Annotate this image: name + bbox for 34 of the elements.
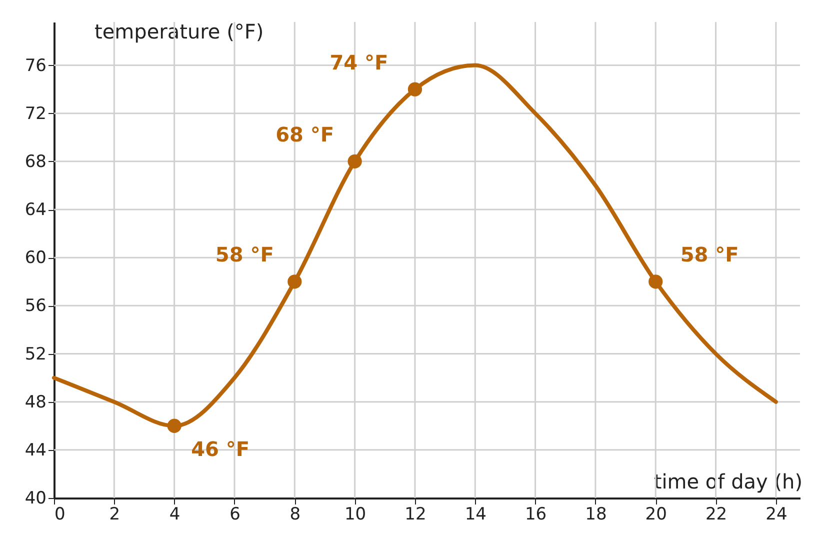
point xyxy=(288,274,302,289)
data-label: 46 °F xyxy=(191,436,250,461)
y-tick-label: 52 xyxy=(24,344,46,364)
y-tick-label: 44 xyxy=(24,440,46,460)
data-label: 58 °F xyxy=(680,242,739,267)
data-label: 74 °F xyxy=(330,50,388,74)
point xyxy=(648,274,663,289)
y-tick-label: 76 xyxy=(24,56,46,76)
x-tick-label: 6 xyxy=(230,504,240,524)
y-tick-label: 64 xyxy=(24,200,46,220)
x-tick-label: 4 xyxy=(169,504,180,524)
y-tick-label: 56 xyxy=(24,296,46,316)
x-tick-label: 20 xyxy=(645,504,667,524)
x-tick-label: 8 xyxy=(290,504,301,524)
x-tick-label: 22 xyxy=(705,504,728,524)
x-tick-label: 24 xyxy=(766,504,788,524)
x-tick-label: 12 xyxy=(404,504,426,524)
x-tick-label: 14 xyxy=(464,504,486,524)
data-label: 58 °F xyxy=(215,242,274,267)
x-tick-label: 2 xyxy=(109,504,120,524)
y-tick-label: 40 xyxy=(24,488,46,508)
y-axis-title: temperature (°F) xyxy=(94,20,264,44)
y-tick-label: 48 xyxy=(24,392,46,412)
x-tick-label: 10 xyxy=(344,504,366,524)
y-tick-label: 68 xyxy=(24,152,46,172)
point xyxy=(408,82,422,96)
point xyxy=(167,418,182,433)
point xyxy=(348,154,362,168)
x-tick-label: 18 xyxy=(585,504,607,524)
y-tick-label: 72 xyxy=(24,104,46,124)
y-tick-label: 60 xyxy=(24,248,46,268)
x-tick-label: 0 xyxy=(54,504,66,524)
data-label: 68 °F xyxy=(276,122,334,146)
x-tick-label: 16 xyxy=(524,504,547,524)
